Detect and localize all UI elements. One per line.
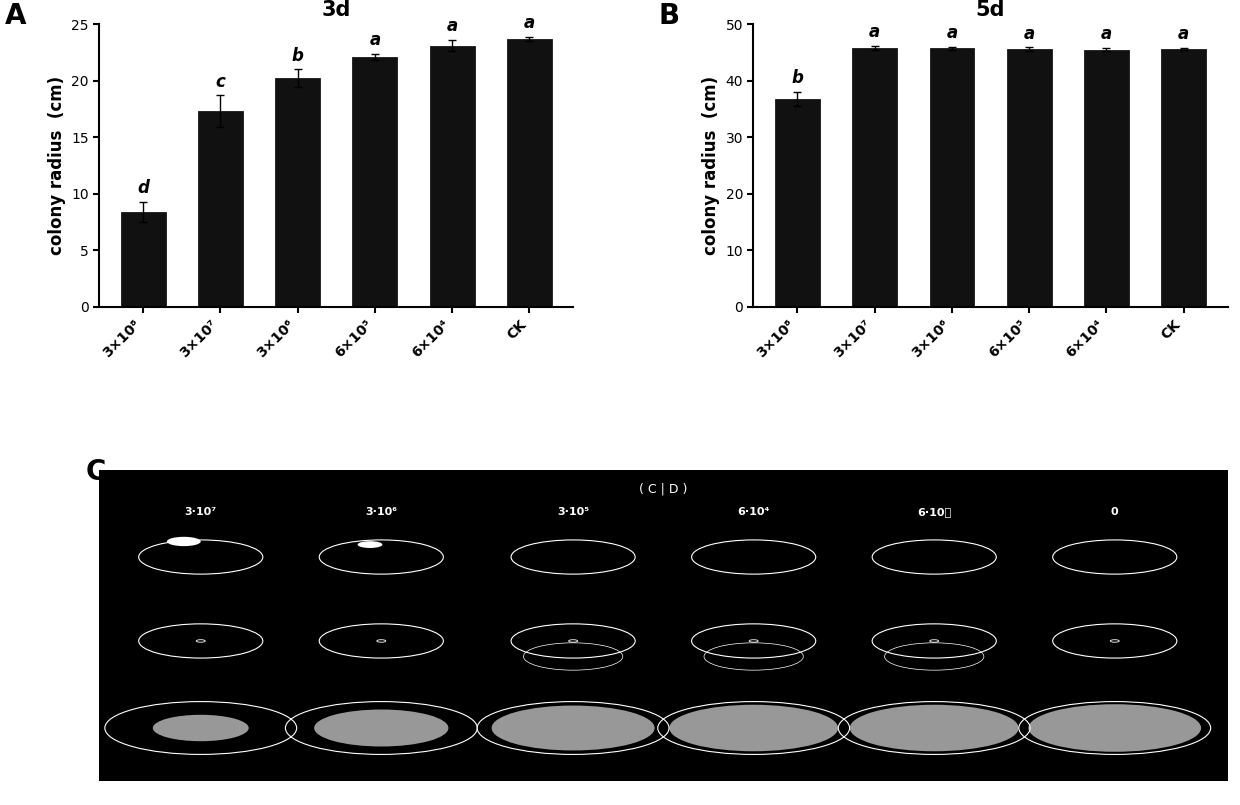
Bar <box>852 47 897 307</box>
Y-axis label: colony radius  (cm): colony radius (cm) <box>47 76 66 255</box>
Text: a: a <box>446 18 458 35</box>
Text: a: a <box>1101 26 1112 43</box>
Text: 3·10⁵: 3·10⁵ <box>557 507 589 518</box>
Text: ( C | D ): ( C | D ) <box>639 482 688 495</box>
Bar <box>120 212 166 307</box>
Ellipse shape <box>670 704 838 751</box>
Y-axis label: colony radius  (cm): colony radius (cm) <box>702 76 720 255</box>
Ellipse shape <box>1028 704 1202 752</box>
Text: 3·10⁷: 3·10⁷ <box>185 507 217 518</box>
Text: b: b <box>791 69 804 88</box>
Text: C: C <box>86 457 107 485</box>
Text: a: a <box>1178 26 1189 43</box>
Text: a: a <box>1023 25 1035 43</box>
Text: 3·10⁶: 3·10⁶ <box>366 507 397 518</box>
Bar <box>430 46 475 307</box>
Ellipse shape <box>357 541 382 548</box>
Bar <box>1007 49 1052 307</box>
Bar <box>275 78 320 307</box>
Text: a: a <box>370 31 381 49</box>
Ellipse shape <box>314 709 449 746</box>
Ellipse shape <box>153 715 249 741</box>
Bar <box>198 111 243 307</box>
Text: a: a <box>869 23 880 41</box>
Ellipse shape <box>491 705 655 750</box>
Title: 3d: 3d <box>321 0 351 20</box>
Bar <box>775 99 820 307</box>
Text: a: a <box>946 24 957 42</box>
Title: 5d: 5d <box>976 0 1006 20</box>
Bar <box>507 39 552 307</box>
Text: A: A <box>5 2 26 30</box>
Ellipse shape <box>849 704 1018 751</box>
Text: c: c <box>216 72 226 91</box>
Text: B: B <box>658 2 680 30</box>
Bar <box>930 48 975 307</box>
Text: 6·10⁴: 6·10⁴ <box>738 507 770 518</box>
Text: d: d <box>138 179 149 197</box>
Text: b: b <box>291 47 304 65</box>
Text: 0: 0 <box>1111 507 1118 518</box>
Text: 6·10⁳: 6·10⁳ <box>918 507 951 518</box>
Bar <box>352 57 397 307</box>
Bar <box>1084 50 1128 307</box>
Bar <box>1161 49 1207 307</box>
Text: a: a <box>523 14 534 32</box>
Ellipse shape <box>167 537 201 546</box>
